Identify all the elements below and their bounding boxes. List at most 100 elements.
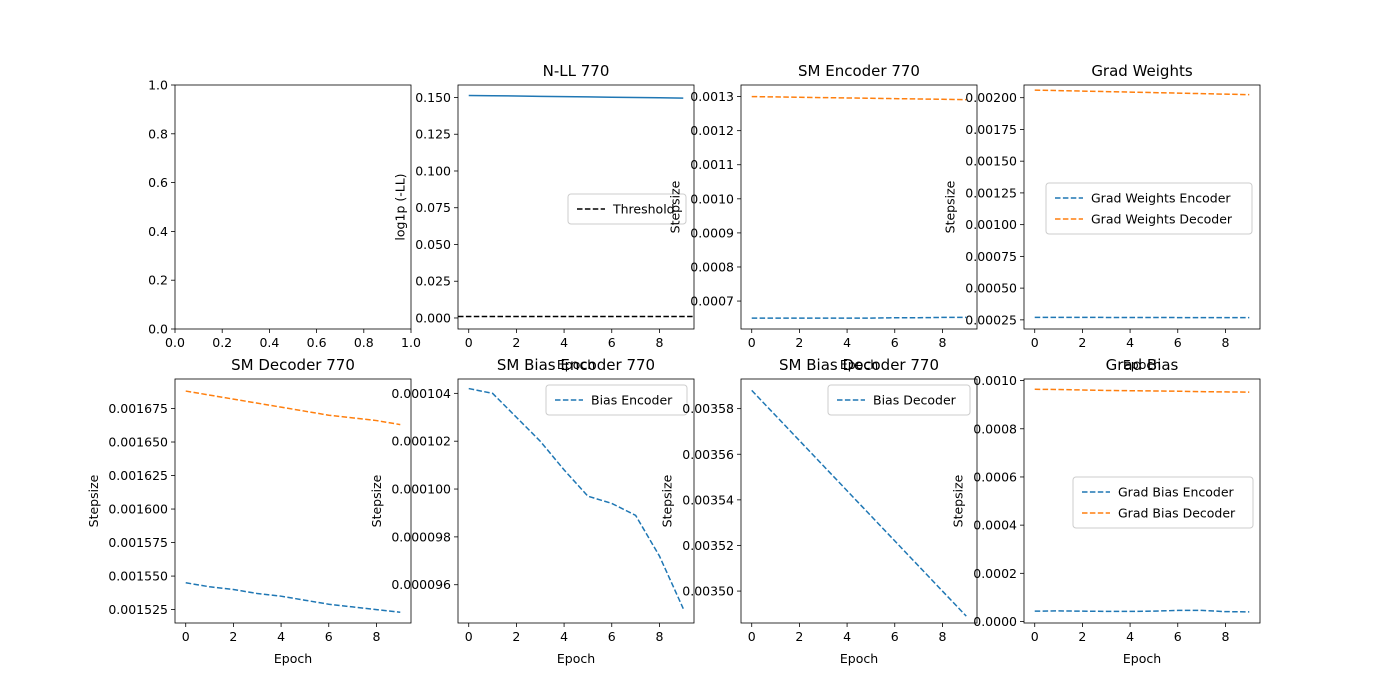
legend-label: Grad Bias Encoder bbox=[1118, 485, 1235, 500]
legend: Grad Weights Encoder Grad Weights Decoder bbox=[1045, 182, 1253, 235]
subplot-grad-weights: 0 2 4 6 8 0.00025 0.00050 0.00075 0.00100 0.00125… bbox=[943, 62, 1261, 372]
y-tick-label: 0.001600 bbox=[108, 502, 168, 517]
y-tick-label: 0.0 bbox=[148, 322, 168, 337]
x-tick-label: 0.0 bbox=[165, 335, 185, 350]
y-tick-label: 0.001625 bbox=[108, 468, 168, 483]
x-axis-label: Epoch bbox=[557, 651, 595, 666]
subplot-title: SM Bias Encoder 770 bbox=[497, 356, 655, 374]
y-tick-label: 1.0 bbox=[148, 78, 168, 93]
series-line-0 bbox=[468, 387, 684, 609]
y-tick-label: 0.025 bbox=[415, 274, 451, 289]
x-tick-label: 8 bbox=[655, 629, 663, 644]
x-tick-label: 6 bbox=[1174, 335, 1182, 350]
x-tick-label: 6 bbox=[1174, 629, 1182, 644]
subplot-title: SM Bias Decoder 770 bbox=[779, 356, 939, 374]
series-line-0 bbox=[468, 94, 684, 99]
x-tick-label: 0.8 bbox=[354, 335, 374, 350]
x-tick-label: 4 bbox=[843, 629, 851, 644]
y-tick-label: 0.0008 bbox=[973, 421, 1017, 436]
y-tick-label: 0.00356 bbox=[682, 447, 734, 462]
y-tick-label: 0.001525 bbox=[108, 602, 168, 617]
y-tick-label: 0.150 bbox=[415, 90, 451, 105]
y-tick-label: 0.2 bbox=[148, 273, 168, 288]
subplot-nll: 0 2 4 6 8 0.000 0.025 0.050 0.075 0.100 0.125 0.150… bbox=[393, 62, 695, 372]
y-tick-label: 0.00352 bbox=[682, 538, 734, 553]
y-tick-label: 0.000100 bbox=[391, 482, 451, 497]
x-axis-label: Epoch bbox=[840, 357, 878, 372]
y-tick-label: 0.000104 bbox=[391, 386, 451, 401]
x-tick-label: 2 bbox=[795, 629, 803, 644]
subplot-sm-bias-encoder: 0 2 4 6 8 0.000096 0.000098 0.000100 0.000102 0.0… bbox=[369, 356, 695, 666]
axes-frame bbox=[174, 84, 412, 330]
x-tick-label: 4 bbox=[560, 629, 568, 644]
legend-frame bbox=[545, 384, 688, 416]
y-tick-label: 0.00350 bbox=[682, 584, 734, 599]
x-tick-label: 8 bbox=[1221, 335, 1229, 350]
x-axis-label: Epoch bbox=[1123, 357, 1161, 372]
x-tick-label: 0.2 bbox=[212, 335, 232, 350]
x-tick-label: 4 bbox=[1126, 629, 1134, 644]
axes-frame bbox=[457, 378, 695, 624]
y-tick-label: 0.075 bbox=[415, 200, 451, 215]
y-axis-label: Stepsize bbox=[951, 474, 966, 527]
x-tick-label: 8 bbox=[372, 629, 380, 644]
y-tick-label: 0.00075 bbox=[965, 249, 1017, 264]
legend-label: Bias Decoder bbox=[873, 393, 957, 408]
subplot-title: SM Decoder 770 bbox=[231, 356, 355, 374]
x-tick-label: 2 bbox=[795, 335, 803, 350]
x-tick-label: 6 bbox=[891, 629, 899, 644]
x-tick-label: 2 bbox=[1078, 629, 1086, 644]
y-tick-label: 0.0010 bbox=[973, 373, 1017, 388]
x-tick-label: 6 bbox=[325, 629, 333, 644]
y-tick-label: 0.00100 bbox=[965, 217, 1017, 232]
subplot-title: Grad Weights bbox=[1091, 62, 1193, 80]
y-tick-label: 0.000096 bbox=[391, 577, 451, 592]
y-tick-label: 0.001650 bbox=[108, 435, 168, 450]
y-axis-label: Stepsize bbox=[668, 180, 683, 233]
y-tick-label: 0.001550 bbox=[108, 569, 168, 584]
x-tick-label: 2 bbox=[229, 629, 237, 644]
y-tick-label: 0.0011 bbox=[690, 157, 734, 172]
x-tick-label: 0 bbox=[1031, 335, 1039, 350]
subplot-sm-bias-decoder: 0 2 4 6 8 0.00350 0.00352 0.00354 0.00356 0.00358… bbox=[660, 356, 978, 666]
legend-label: Grad Bias Decoder bbox=[1118, 506, 1236, 521]
y-tick-label: 0.00150 bbox=[965, 154, 1017, 169]
x-axis-label: Epoch bbox=[840, 651, 878, 666]
y-tick-label: 0.0007 bbox=[690, 294, 734, 309]
y-tick-label: 0.0012 bbox=[690, 123, 734, 138]
x-tick-label: 6 bbox=[608, 629, 616, 644]
x-tick-label: 8 bbox=[938, 629, 946, 644]
x-tick-label: 4 bbox=[843, 335, 851, 350]
legend: Threshold bbox=[567, 193, 687, 225]
x-tick-label: 0 bbox=[748, 335, 756, 350]
y-tick-label: 0.000098 bbox=[391, 529, 451, 544]
y-tick-label: 0.00050 bbox=[965, 281, 1017, 296]
y-tick-label: 0.0002 bbox=[973, 566, 1017, 581]
x-tick-label: 4 bbox=[1126, 335, 1134, 350]
legend-frame bbox=[1072, 476, 1254, 529]
series-line-1 bbox=[185, 390, 401, 426]
x-tick-label: 8 bbox=[655, 335, 663, 350]
y-tick-label: 0.00175 bbox=[965, 122, 1017, 137]
y-tick-label: 0.0009 bbox=[690, 225, 734, 240]
subplot-sm-decoder: 0 2 4 6 8 0.001525 0.001550 0.001575 0.001600 0.0… bbox=[86, 356, 412, 666]
x-tick-label: 0 bbox=[182, 629, 190, 644]
x-tick-label: 0 bbox=[465, 629, 473, 644]
legend: Grad Bias Encoder Grad Bias Decoder bbox=[1072, 476, 1254, 529]
y-tick-label: 0.00125 bbox=[965, 185, 1017, 200]
y-tick-label: 0.000102 bbox=[391, 434, 451, 449]
x-axis-label: Epoch bbox=[274, 651, 312, 666]
x-tick-label: 0 bbox=[1031, 629, 1039, 644]
series-line-0 bbox=[751, 389, 967, 617]
y-axis-label: log1p (-LL) bbox=[393, 173, 408, 240]
y-tick-label: 0.050 bbox=[415, 237, 451, 252]
series-line-1 bbox=[1034, 89, 1250, 96]
series-line-0 bbox=[185, 582, 401, 614]
axes-frame bbox=[1023, 84, 1261, 330]
subplot-title: Grad Bias bbox=[1106, 356, 1179, 374]
y-tick-label: 0.6 bbox=[148, 175, 168, 190]
y-axis-label: Stepsize bbox=[369, 474, 384, 527]
legend-label: Grad Weights Decoder bbox=[1091, 212, 1233, 227]
x-tick-label: 6 bbox=[891, 335, 899, 350]
y-tick-label: 0.0004 bbox=[973, 518, 1017, 533]
